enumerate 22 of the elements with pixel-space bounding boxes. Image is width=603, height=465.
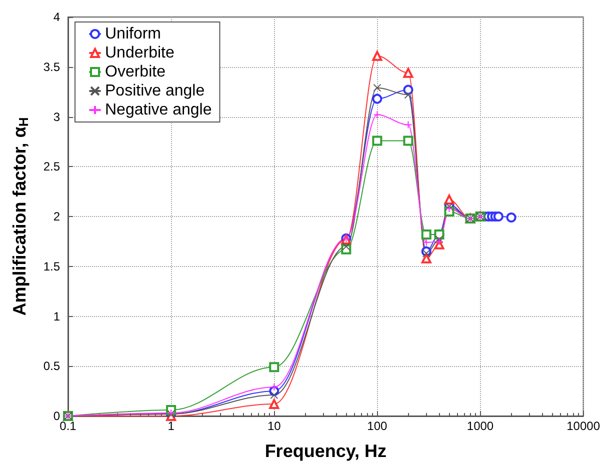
x-tick-label: 1000 <box>466 419 494 433</box>
x-tick-label: 1 <box>168 419 175 433</box>
legend-label: Positive angle <box>105 82 205 100</box>
y-tick-label: 0 <box>53 409 60 423</box>
y-axis-title: Amplification factor, αH <box>10 117 31 316</box>
y-tick-label: 3.5 <box>43 60 60 74</box>
y-tick-label: 4 <box>53 10 60 24</box>
legend-label: Negative angle <box>105 102 212 118</box>
y-tick-label: 2.5 <box>43 160 60 174</box>
x-axis-title: Frequency, Hz <box>264 441 387 461</box>
y-tick-label: 1 <box>53 309 60 324</box>
legend-label: Underbite <box>105 44 174 62</box>
y-tick-label: 2 <box>53 210 60 224</box>
legend-label: Uniform <box>105 26 162 42</box>
legend-label: Overbite <box>105 64 166 80</box>
x-tick-label: 10 <box>267 419 282 433</box>
x-tick-label: 0.1 <box>60 419 77 433</box>
y-tick-label: 1.5 <box>43 259 60 274</box>
y-tick-label: 0.5 <box>43 359 60 374</box>
x-tick-label: 10000 <box>566 419 600 433</box>
x-tick-label: 100 <box>367 419 388 433</box>
y-tick-label: 3 <box>53 110 60 124</box>
